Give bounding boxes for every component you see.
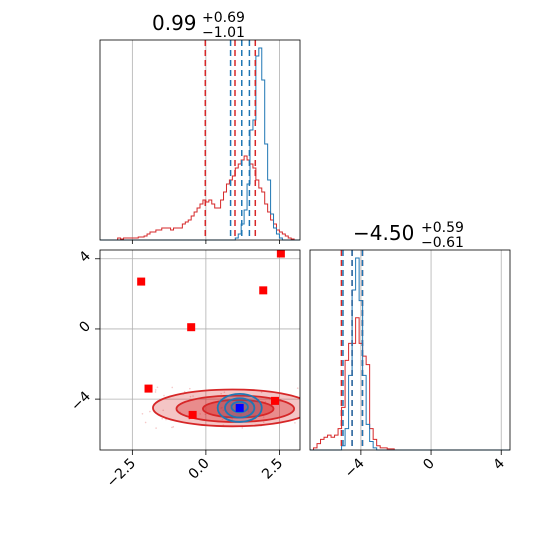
scatter-point-30 — [315, 414, 317, 416]
title-param-1-minus: −0.61 — [421, 235, 464, 251]
scatter-point-51 — [304, 417, 306, 419]
scatter-point-10 — [172, 426, 175, 428]
title-param-0-minus: −1.01 — [202, 25, 245, 41]
scatter-point-15 — [262, 416, 265, 418]
scatter-point-40 — [241, 427, 244, 429]
marker-5 — [144, 384, 153, 393]
scatter-point-5 — [192, 395, 194, 397]
scatter-point-45 — [141, 412, 144, 415]
hist1-frame — [309, 249, 511, 451]
title-param-1-base: −4.50 — [353, 221, 414, 245]
scatter-point-57 — [155, 427, 157, 429]
scatter-point-12 — [162, 409, 164, 412]
scatter-point-11 — [312, 387, 314, 389]
hist1-red-series — [310, 317, 510, 451]
marker-0 — [239, 242, 247, 250]
scatter-point-53 — [269, 398, 271, 401]
hist0-red-series — [100, 155, 300, 241]
histogram-param-0 — [99, 39, 301, 241]
histogram-param-1 — [309, 249, 511, 451]
x-tick-label-param-0-2: 2.5 — [259, 456, 286, 483]
scatter-point-44 — [189, 387, 191, 390]
scatter-point-22 — [183, 390, 186, 393]
hist1-blue-series — [310, 257, 510, 451]
scatter-point-36 — [189, 395, 192, 398]
y-tick-label-param-1-2: −4 — [68, 388, 94, 414]
title-param-1: −4.50 +0.59 −0.61 — [353, 220, 464, 251]
title-param-0-base: 0.99 — [152, 11, 197, 35]
scatter-point-18 — [240, 414, 242, 416]
scatter-point-1 — [161, 417, 164, 420]
marker-8 — [235, 403, 244, 412]
scatter-point-28 — [149, 410, 151, 413]
marker-7 — [271, 396, 279, 405]
scatter-point-48 — [223, 391, 226, 394]
scatter-point-3 — [154, 391, 157, 393]
scatter-2d-panel — [99, 242, 317, 451]
title-param-1-plus: +0.59 — [421, 220, 464, 236]
marker-2 — [137, 277, 146, 286]
scatter-point-56 — [171, 426, 173, 429]
marker-6 — [188, 410, 197, 419]
scatter-point-54 — [260, 391, 263, 394]
marker-4 — [187, 323, 196, 332]
hist0-frame — [99, 39, 301, 241]
scatter-point-41 — [199, 413, 201, 415]
x-tick-label-param-1-1: 0 — [420, 456, 438, 474]
scatter-point-33 — [222, 409, 225, 412]
x-tick-label-param-1-0: −4 — [342, 455, 368, 481]
scatter-point-32 — [220, 392, 222, 395]
y-tick-label-param-1-0: 4 — [76, 248, 94, 266]
scatter-point-13 — [315, 420, 317, 422]
title-param-0: 0.99 +0.69 −1.01 — [152, 10, 245, 41]
marker-3 — [259, 286, 268, 295]
tick-labels: −2.5 0.0 2.5 4 0 −4 −4 0 4 — [68, 240, 508, 491]
scatter-point-17 — [221, 418, 224, 420]
y-tick-label-param-1-1: 0 — [76, 318, 94, 336]
marker-1 — [276, 250, 285, 258]
scatter-point-20 — [204, 413, 207, 416]
scatter-2d-frame — [99, 249, 301, 451]
title-param-0-plus: +0.69 — [202, 10, 245, 26]
scatter-point-7 — [231, 418, 233, 420]
scatter-point-8 — [262, 421, 265, 424]
x-tick-label-param-0-1: 0.0 — [186, 456, 213, 483]
x-tick-label-param-0-0: −2.5 — [104, 456, 139, 491]
scatter-point-47 — [156, 386, 159, 389]
scatter-point-2 — [221, 406, 223, 409]
scatter-point-16 — [171, 386, 174, 389]
scatter-point-31 — [220, 407, 222, 409]
scatter-point-21 — [154, 389, 157, 391]
hist0-blue-series — [100, 47, 300, 241]
x-tick-label-param-1-2: 4 — [490, 455, 508, 473]
scatter-2d-content — [100, 242, 317, 450]
scatter-point-59 — [294, 422, 296, 424]
scatter-point-50 — [163, 394, 165, 397]
scatter-point-4 — [247, 410, 250, 413]
scatter-point-37 — [296, 387, 299, 389]
scatter-point-52 — [144, 421, 147, 424]
